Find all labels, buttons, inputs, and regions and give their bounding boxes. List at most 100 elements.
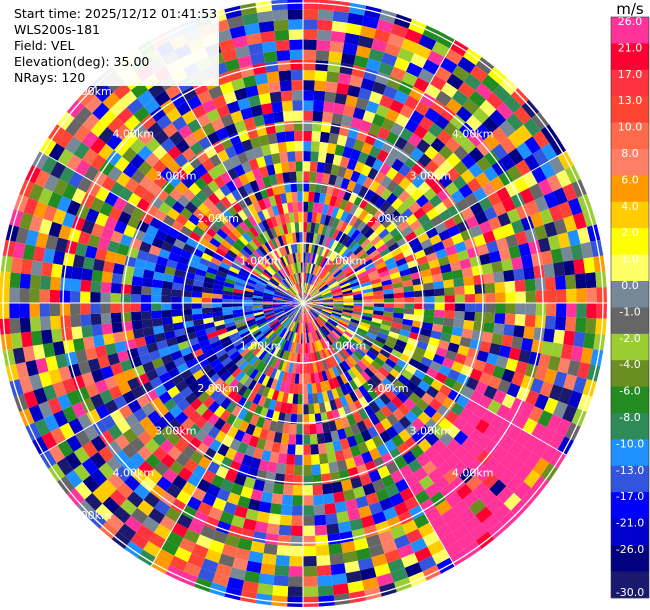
ppi-cell xyxy=(338,260,349,270)
ppi-cell xyxy=(232,354,243,365)
ppi-cell xyxy=(524,452,541,470)
ppi-cell xyxy=(341,247,351,258)
ppi-cell xyxy=(355,267,367,276)
ppi-cell xyxy=(10,257,23,274)
ppi-cell xyxy=(303,191,309,202)
ppi-cell xyxy=(358,251,369,262)
ppi-cell xyxy=(444,410,459,425)
ppi-cell xyxy=(118,187,134,202)
ppi-cell xyxy=(293,353,298,364)
ppi-cell xyxy=(220,421,233,435)
ppi-cell xyxy=(212,362,225,374)
ppi-cell xyxy=(381,232,394,244)
ppi-cell xyxy=(303,454,312,466)
ppi-cell xyxy=(331,290,343,296)
ppi-cell xyxy=(264,288,275,294)
ppi-cell xyxy=(402,450,417,465)
ppi-cell xyxy=(313,304,324,307)
ppi-cell xyxy=(72,254,85,269)
ppi-cell xyxy=(235,255,246,265)
colorbar-frame xyxy=(610,16,650,599)
ppi-cell xyxy=(252,345,263,356)
colorbar-swatch xyxy=(611,386,649,414)
ppi-cell xyxy=(495,237,509,251)
ppi-cell xyxy=(391,396,404,409)
ppi-cell xyxy=(240,107,254,120)
ppi-cell xyxy=(122,131,139,148)
ppi-cell xyxy=(525,290,537,303)
ppi-cell xyxy=(107,166,123,182)
ppi-cell xyxy=(295,363,300,374)
ppi-cell xyxy=(414,303,425,310)
ppi-cell xyxy=(57,439,74,458)
ppi-cell xyxy=(181,296,192,303)
ppi-cell xyxy=(228,132,242,146)
ppi-cell xyxy=(547,355,561,372)
ppi-cell xyxy=(145,137,161,153)
ppi-cell xyxy=(195,403,209,416)
ppi-cell xyxy=(198,339,211,349)
ppi-cell xyxy=(432,241,445,253)
ppi-cell xyxy=(224,277,236,285)
ppi-cell xyxy=(241,12,259,26)
ppi-cell xyxy=(391,197,404,210)
ppi-cell xyxy=(319,314,329,321)
ppi-cell xyxy=(191,308,203,315)
ppi-cell xyxy=(279,514,292,526)
ppi-cell xyxy=(489,109,507,127)
ppi-cell xyxy=(343,300,354,303)
ppi-cell xyxy=(50,315,62,330)
ppi-cell xyxy=(0,287,10,303)
ppi-cell xyxy=(361,315,373,322)
ppi-cell xyxy=(129,436,145,453)
ppi-cell xyxy=(261,243,270,254)
ppi-cell xyxy=(220,478,234,493)
ppi-cell xyxy=(401,552,419,568)
ppi-cell xyxy=(303,353,307,364)
ppi-cell xyxy=(586,224,601,242)
ppi-cell xyxy=(298,282,302,294)
ppi-cell xyxy=(304,313,307,324)
ppi-cell xyxy=(272,304,283,307)
ppi-cell xyxy=(303,303,306,314)
ppi-cell xyxy=(560,344,574,360)
ppi-cell xyxy=(205,271,217,280)
ppi-cell xyxy=(328,263,337,273)
ppi-cell xyxy=(353,432,365,445)
ppi-cell xyxy=(318,282,327,291)
ppi-cell xyxy=(143,98,161,114)
ppi-cell xyxy=(401,38,419,54)
ppi-cell xyxy=(414,101,430,117)
ppi-cell xyxy=(381,474,396,489)
ppi-cell xyxy=(336,134,348,147)
ppi-cell xyxy=(201,252,213,262)
ppi-cell xyxy=(483,206,498,221)
ppi-cell xyxy=(444,181,459,196)
ppi-cell xyxy=(495,292,506,303)
ppi-cell xyxy=(239,221,250,233)
ppi-cell xyxy=(282,266,290,277)
ppi-cell xyxy=(513,413,529,430)
ppi-cell xyxy=(460,364,474,378)
ppi-cell xyxy=(13,194,29,213)
ppi-cell xyxy=(483,456,500,473)
ppi-cell xyxy=(221,434,234,448)
ppi-cell xyxy=(188,182,202,196)
ppi-cell xyxy=(221,385,233,398)
ppi-cell xyxy=(235,370,246,382)
ppi-cell xyxy=(255,348,265,359)
ppi-cell xyxy=(281,350,288,361)
ppi-cell xyxy=(261,553,277,566)
ppi-cell xyxy=(501,368,516,383)
ppi-cell xyxy=(394,303,405,309)
ppi-cell xyxy=(270,238,279,249)
ppi-cell xyxy=(261,352,270,363)
ppi-cell xyxy=(387,242,400,253)
ppi-cell xyxy=(498,170,514,187)
ppi-cell xyxy=(393,344,405,354)
ppi-cell xyxy=(349,444,362,458)
ppi-cell xyxy=(116,482,134,499)
ppi-cell xyxy=(317,19,333,31)
ppi-cell xyxy=(166,483,182,499)
ppi-cell xyxy=(364,438,377,452)
